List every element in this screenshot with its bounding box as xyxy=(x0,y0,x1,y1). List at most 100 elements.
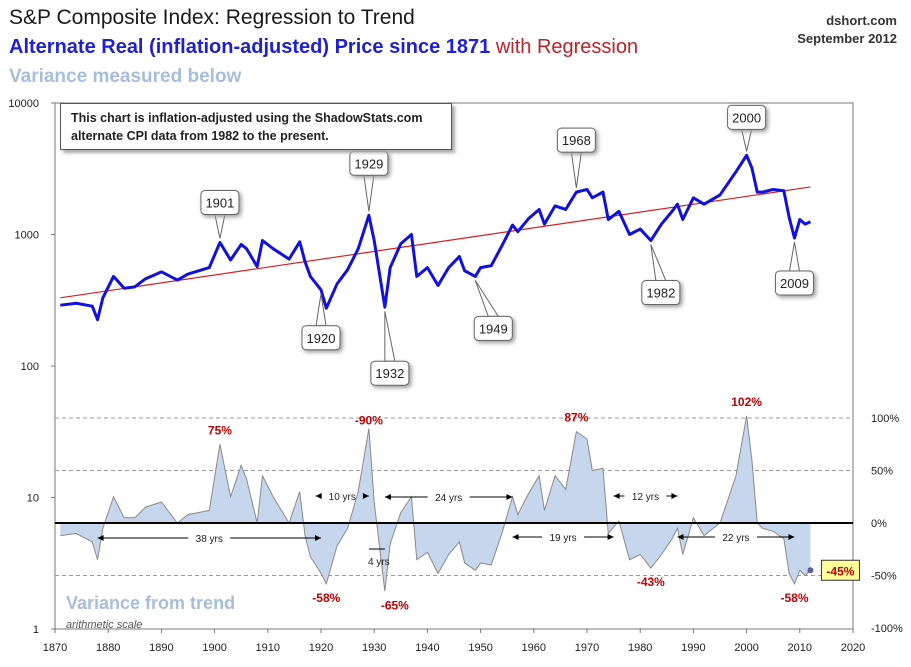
chart-subtitle: Alternate Real (inflation-adjusted) Pric… xyxy=(9,36,638,59)
span-label: 4 yrs xyxy=(368,557,390,568)
span-38-yrs: 38 yrs xyxy=(97,534,321,545)
current-marker xyxy=(807,567,814,574)
variance-tick-label: -50% xyxy=(871,571,897,583)
callout-label: 1920 xyxy=(307,331,336,346)
source-credit: dshort.com September 2012 xyxy=(797,12,897,48)
callout-box xyxy=(473,315,513,341)
callout-box xyxy=(556,127,596,153)
callout-1920: 1920 xyxy=(301,293,341,351)
variance-tick-label: 0% xyxy=(871,518,887,530)
span-arrow-left xyxy=(315,493,322,499)
callout-pointer xyxy=(384,311,396,362)
span-arrow-right xyxy=(671,493,678,499)
span-label: 24 yrs xyxy=(435,493,462,504)
x-tick-label: 2010 xyxy=(788,642,812,654)
variance-peak-label: -58% xyxy=(312,591,340,605)
x-tick-label: 1890 xyxy=(149,642,173,654)
callout-pointer xyxy=(650,244,667,282)
callout-pointer xyxy=(363,174,375,212)
note-line-1: This chart is inflation-adjusted using t… xyxy=(71,111,423,125)
callout-box xyxy=(200,189,240,215)
variance-area xyxy=(60,415,811,592)
variance-tick-label: -100% xyxy=(871,623,903,635)
y-tick-label: 10000 xyxy=(8,98,39,110)
x-tick-label: 1950 xyxy=(468,642,492,654)
y-tick-label: 10 xyxy=(27,493,39,505)
variance-line xyxy=(60,415,811,592)
x-tick-label: 2000 xyxy=(734,642,758,654)
note-box: This chart is inflation-adjusted using t… xyxy=(60,103,452,150)
variance-tick-label: 50% xyxy=(871,466,893,478)
source-date: September 2012 xyxy=(797,31,897,46)
x-tick-label: 1970 xyxy=(575,642,599,654)
variance-peak-label: -58% xyxy=(780,591,808,605)
callout-label: 1968 xyxy=(562,133,591,148)
current-value-box xyxy=(820,559,860,581)
x-tick-label: 1980 xyxy=(628,642,652,654)
grid-layer xyxy=(54,102,854,630)
callout-1929: 1929 xyxy=(349,150,389,212)
span-arrow-left xyxy=(613,493,620,499)
callout-box xyxy=(349,150,389,176)
note-line-2: alternate CPI data from 1982 to the pres… xyxy=(71,129,329,143)
subtitle-regression: with Regression xyxy=(495,36,639,58)
span-label: 19 yrs xyxy=(549,533,576,544)
x-tick-label: 1930 xyxy=(362,642,386,654)
chart-subtitle-variance: Variance measured below xyxy=(9,66,242,87)
span-4-yrs: 4 yrs xyxy=(368,548,390,568)
span-arrow-left xyxy=(384,494,391,500)
variance-peak-label: 75% xyxy=(208,423,232,437)
y-tick-label: 100 xyxy=(21,361,39,373)
span-22-yrs: 22 yrs xyxy=(677,533,795,544)
y-tick-label: 1 xyxy=(33,624,39,636)
callout-box xyxy=(370,360,410,386)
x-tick-label: 1880 xyxy=(96,642,120,654)
x-tick-label: 1900 xyxy=(202,642,226,654)
chart-title: S&P Composite Index: Regression to Trend xyxy=(9,6,415,29)
x-tick-label: 1990 xyxy=(681,642,705,654)
callout-pointer xyxy=(570,151,582,189)
callout-label: 2000 xyxy=(732,110,761,125)
span-label: 10 yrs xyxy=(329,492,356,503)
y-tick-label: 1000 xyxy=(15,230,39,242)
span-arrow-left xyxy=(677,534,684,540)
price-layer xyxy=(60,153,812,322)
x-tick-label: 1910 xyxy=(256,642,280,654)
plot-frame xyxy=(54,102,854,630)
callout-box xyxy=(774,270,814,296)
callout-1982: 1982 xyxy=(641,244,681,306)
callout-pointer xyxy=(474,280,500,317)
source-name: dshort.com xyxy=(826,13,897,28)
x-tick-label: 1920 xyxy=(309,642,333,654)
current-value-label: -45% xyxy=(826,564,854,578)
variance-peak-label: -90% xyxy=(355,413,383,427)
callout-1968: 1968 xyxy=(556,127,596,189)
callout-1932: 1932 xyxy=(370,311,410,386)
span-10-yrs: 10 yrs xyxy=(315,492,369,503)
callout-label: 1932 xyxy=(375,366,404,381)
callout-1949: 1949 xyxy=(473,280,513,341)
x-tick-label: 2020 xyxy=(841,642,865,654)
variance-peak-label: -43% xyxy=(637,575,665,589)
callout-pointer xyxy=(214,213,226,239)
variance-title: Variance from trend xyxy=(66,593,235,613)
callout-2009: 2009 xyxy=(774,241,814,296)
span-layer: 38 yrs 10 yrs 4 yrs 24 yrs 19 yrs 12 yrs 22 yr… xyxy=(97,492,795,568)
variance-tick-label: 100% xyxy=(871,413,899,425)
variance-peak-label: -65% xyxy=(381,598,409,612)
span-label: 22 yrs xyxy=(722,533,749,544)
span-label: 12 yrs xyxy=(632,492,659,503)
subtitle-price: Alternate Real (inflation-adjusted) Pric… xyxy=(9,36,491,58)
variance-peak-label: 102% xyxy=(731,395,762,409)
span-arrow-right xyxy=(506,494,513,500)
span-arrow-left xyxy=(97,535,104,541)
span-arrow-right xyxy=(607,534,614,540)
span-24-yrs: 24 yrs xyxy=(384,493,513,504)
variance-peak-label: 87% xyxy=(564,411,588,425)
regression-line xyxy=(60,186,811,299)
callout-box xyxy=(301,325,341,351)
span-arrow-left xyxy=(512,534,519,540)
callout-1901: 1901 xyxy=(200,189,240,239)
